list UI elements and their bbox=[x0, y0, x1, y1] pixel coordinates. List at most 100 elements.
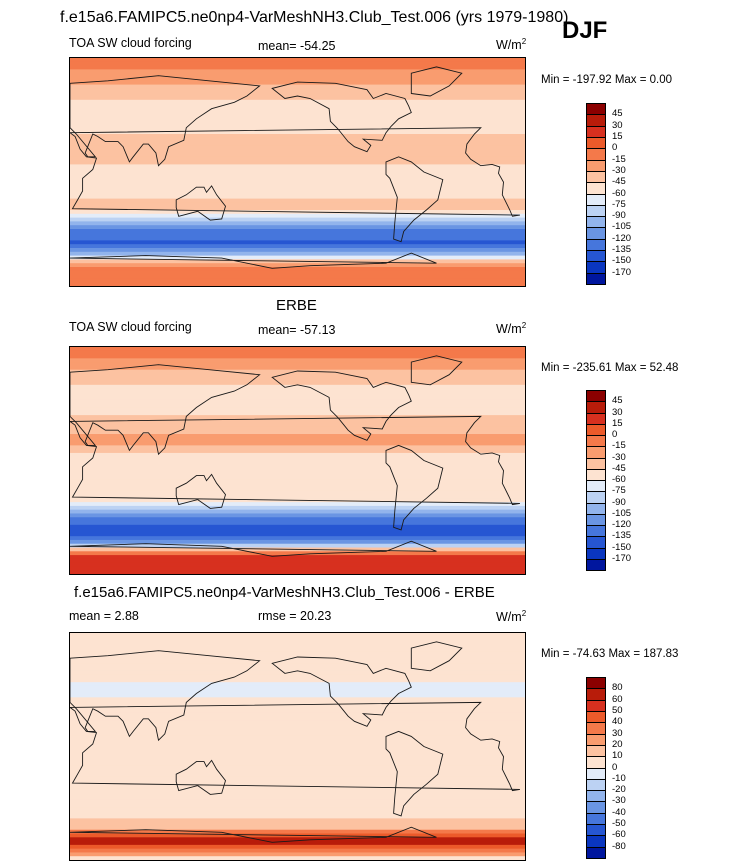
map-band bbox=[70, 267, 525, 272]
map-band bbox=[70, 663, 525, 668]
map-band bbox=[70, 708, 525, 714]
colorbar-tick-label: -120 bbox=[612, 232, 632, 244]
map-band bbox=[70, 145, 525, 150]
map-band bbox=[70, 712, 525, 717]
colorbar-tick-label: -10 bbox=[612, 772, 626, 784]
map-band bbox=[70, 373, 525, 378]
map-band bbox=[70, 403, 525, 409]
map-band bbox=[70, 490, 525, 496]
panel1-units: W/m2 bbox=[496, 37, 527, 53]
panel2-mean: mean= -57.13 bbox=[258, 323, 336, 337]
map-band bbox=[70, 422, 525, 428]
map-band bbox=[70, 720, 525, 725]
colorbar-tick-label: -170 bbox=[612, 266, 632, 278]
colorbar-tick-label: -105 bbox=[612, 221, 632, 233]
panel1-variable: TOA SW cloud forcing bbox=[69, 36, 192, 50]
map-band bbox=[70, 636, 525, 642]
map-band bbox=[70, 738, 525, 744]
map-band bbox=[70, 77, 525, 82]
colorbar-tick-label: 60 bbox=[612, 693, 623, 705]
colorbar-tick-label: -150 bbox=[612, 255, 632, 267]
map-band bbox=[70, 844, 525, 850]
colorbar-tick-label: 0 bbox=[612, 142, 618, 154]
map-band bbox=[70, 248, 525, 253]
map-band bbox=[70, 251, 525, 257]
colorbar-tick-label: -15 bbox=[612, 440, 626, 452]
map-band bbox=[70, 566, 525, 571]
map-band bbox=[70, 270, 525, 276]
figure-title: f.e15a6.FAMIPC5.ne0np4-VarMeshNH3.Club_T… bbox=[60, 9, 569, 26]
map-band bbox=[70, 362, 525, 367]
coastline bbox=[70, 701, 520, 792]
map-band bbox=[70, 852, 525, 857]
map-band bbox=[70, 524, 525, 530]
map-band bbox=[70, 236, 525, 241]
map-band bbox=[70, 651, 525, 657]
map-band bbox=[70, 856, 525, 860]
map-band bbox=[70, 486, 525, 492]
coastline bbox=[70, 127, 520, 217]
map-band bbox=[70, 244, 525, 249]
map-band bbox=[70, 570, 525, 574]
map-band bbox=[70, 103, 525, 108]
map-band bbox=[70, 347, 525, 352]
colorbar-tick-label: 80 bbox=[612, 682, 623, 694]
map-band bbox=[70, 164, 525, 169]
map-band bbox=[70, 791, 525, 797]
coastline bbox=[70, 540, 437, 557]
map-band bbox=[70, 536, 525, 541]
colorbar-tick-label: -90 bbox=[612, 210, 626, 222]
colorbar-tick-label: 0 bbox=[612, 429, 618, 440]
coastline bbox=[175, 759, 226, 795]
season-label: DJF bbox=[562, 17, 608, 44]
map-band bbox=[70, 115, 525, 120]
map-band bbox=[70, 437, 525, 443]
map-band bbox=[70, 667, 525, 672]
map-band bbox=[70, 99, 525, 105]
panel2-variable: TOA SW cloud forcing bbox=[69, 320, 192, 334]
map-band bbox=[70, 551, 525, 556]
map-band bbox=[70, 509, 525, 515]
map-band bbox=[70, 255, 525, 260]
map-band bbox=[70, 640, 525, 645]
map-band bbox=[70, 772, 525, 778]
colorbar-tick-label: 40 bbox=[612, 716, 623, 728]
map-band bbox=[70, 263, 525, 268]
map-band bbox=[70, 517, 525, 522]
map-band bbox=[70, 803, 525, 808]
map-band bbox=[70, 396, 525, 401]
map-band bbox=[70, 217, 525, 222]
map-band bbox=[70, 539, 525, 545]
map-band bbox=[70, 471, 525, 477]
panel1-mean: mean= -54.25 bbox=[258, 39, 336, 53]
colorbar-box bbox=[586, 846, 606, 859]
map-band bbox=[70, 187, 525, 192]
colorbar-tick-label: 30 bbox=[612, 406, 623, 418]
colorbar-tick-label: -105 bbox=[612, 507, 632, 519]
map-band bbox=[70, 168, 525, 173]
map-band bbox=[70, 765, 525, 770]
map-band bbox=[70, 464, 525, 469]
map-band bbox=[70, 848, 525, 854]
map-band bbox=[70, 229, 525, 234]
coastline bbox=[175, 185, 226, 221]
map-band bbox=[70, 788, 525, 793]
map-band bbox=[70, 388, 525, 393]
colorbar-tick-label: -30 bbox=[612, 451, 626, 463]
coastline bbox=[70, 650, 261, 742]
colorbar-tick-label: -90 bbox=[612, 496, 626, 508]
coastline bbox=[271, 370, 412, 441]
map-band bbox=[70, 701, 525, 706]
map-band bbox=[70, 118, 525, 124]
colorbar-box bbox=[586, 558, 606, 571]
map-band bbox=[70, 513, 525, 518]
map-band bbox=[70, 130, 525, 135]
map-band bbox=[70, 505, 525, 511]
map-band bbox=[70, 521, 525, 526]
colorbar-tick-label: -150 bbox=[612, 541, 632, 553]
map-band bbox=[70, 407, 525, 412]
panel3-minmax: Min = -74.63 Max = 187.83 bbox=[541, 648, 679, 660]
panel2-units: W/m2 bbox=[496, 321, 527, 337]
map-band bbox=[70, 160, 525, 165]
map-band bbox=[70, 96, 525, 101]
